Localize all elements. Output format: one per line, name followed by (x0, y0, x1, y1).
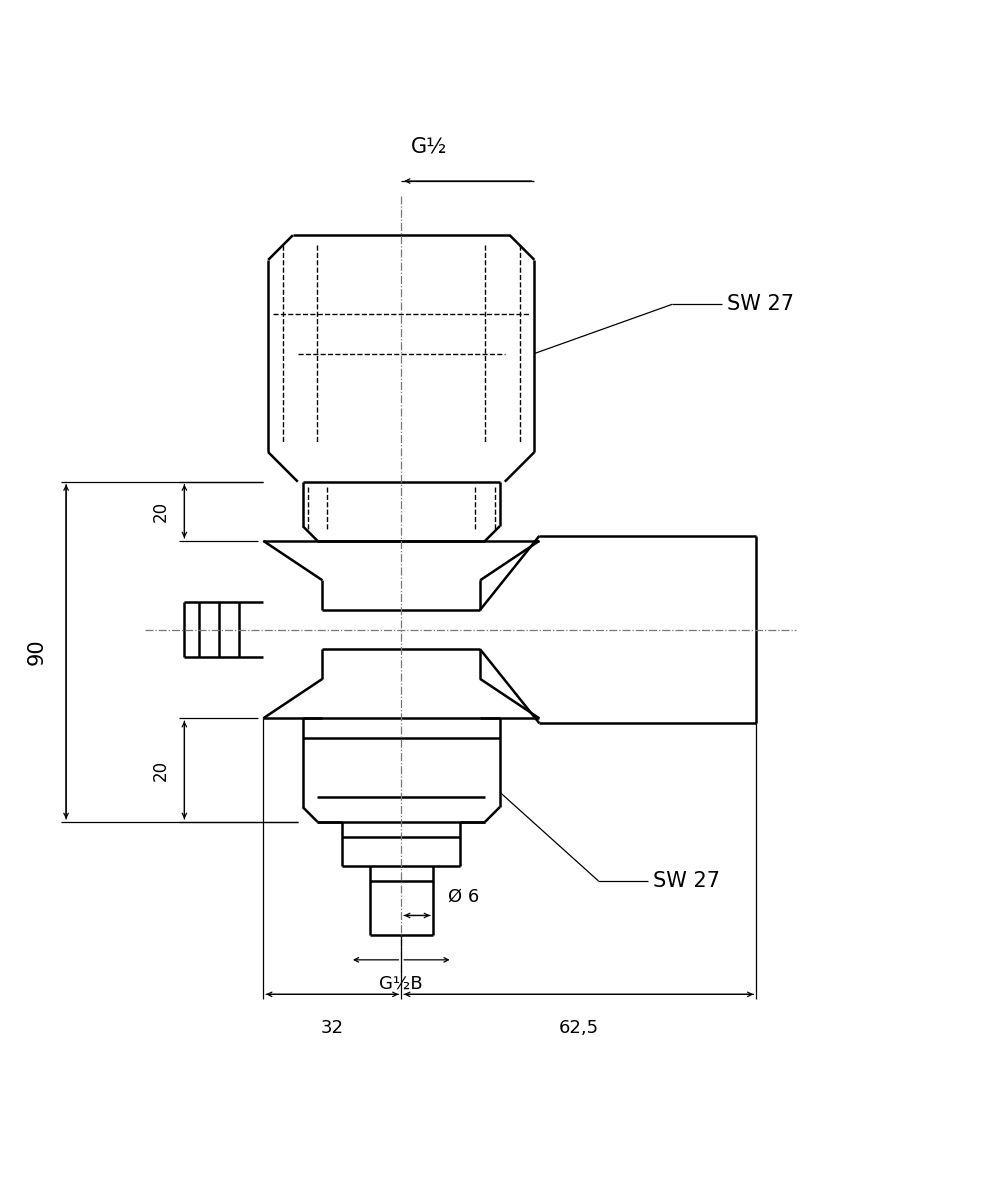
Text: 62,5: 62,5 (559, 1019, 599, 1037)
Text: SW 27: SW 27 (653, 871, 720, 890)
Text: 20: 20 (151, 500, 170, 522)
Text: 20: 20 (151, 760, 170, 781)
Text: 32: 32 (321, 1019, 344, 1037)
Text: G½B: G½B (379, 974, 423, 992)
Text: G½: G½ (411, 137, 448, 156)
Text: Ø 6: Ø 6 (448, 888, 479, 906)
Text: 90: 90 (27, 638, 46, 665)
Text: SW 27: SW 27 (727, 294, 793, 314)
